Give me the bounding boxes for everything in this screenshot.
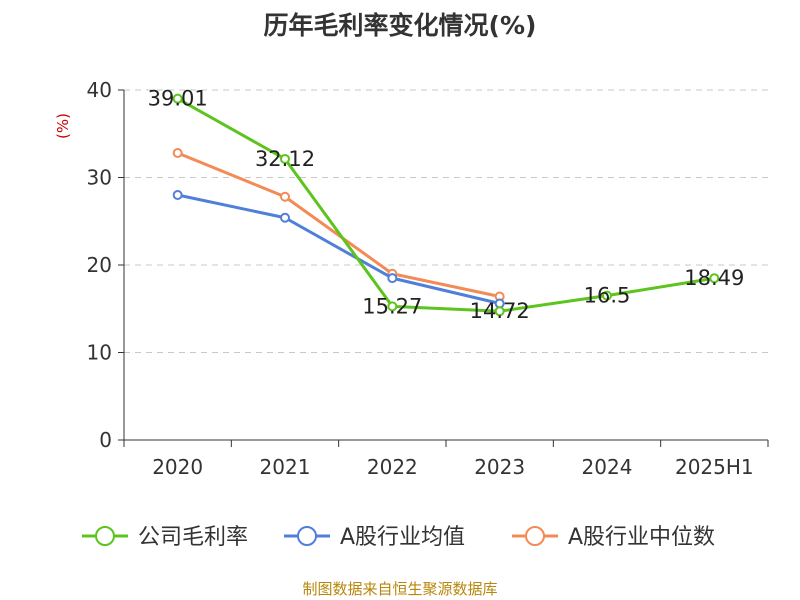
data-labels: 39.01 32.12 15.27 14.72 16.5 18.49 — [148, 87, 745, 324]
data-point — [387, 273, 398, 284]
data-label: 39.01 — [148, 87, 208, 111]
data-point — [709, 273, 720, 284]
x-tick-label: 2024 — [582, 455, 633, 479]
y-axis-label: (%) — [54, 113, 72, 139]
x-tick-label: 2023 — [474, 455, 525, 479]
y-tick-label: 10 — [87, 341, 112, 365]
legend-swatch-marker — [95, 526, 115, 546]
data-point — [172, 148, 183, 158]
data-point — [280, 153, 290, 164]
legend-label: A股行业中位数 — [568, 525, 715, 550]
data-point — [172, 190, 183, 200]
data-label: 18.49 — [684, 266, 744, 290]
data-point — [172, 93, 183, 104]
y-tick-label: 20 — [87, 253, 112, 277]
x-tick-label: 2025H1 — [675, 455, 754, 479]
grid-lines — [124, 89, 768, 353]
legend: 公司毛利率 A股行业均值 A股行业中位数 — [82, 525, 715, 550]
axes: 0 10 20 30 40 2020 2021 2022 2023 2024 2025H1 (%) — [54, 78, 769, 479]
data-label: 16.5 — [584, 284, 631, 308]
data-label: 14.72 — [470, 299, 530, 323]
legend-item[interactable]: 公司毛利率 — [82, 525, 248, 550]
legend-item[interactable]: A股行业均值 — [284, 525, 465, 550]
data-source-note: 制图数据来自恒生聚源数据库 — [302, 580, 498, 598]
legend-swatch-marker — [525, 526, 545, 546]
data-point — [494, 306, 505, 317]
legend-label: 公司毛利率 — [138, 525, 248, 550]
data-point — [387, 301, 398, 312]
series-line — [177, 193, 501, 305]
chart-title: 历年毛利率变化情况(%) — [263, 11, 537, 40]
series-line — [177, 151, 500, 298]
x-tick-label: 2021 — [260, 455, 311, 479]
data-label: 32.12 — [255, 147, 315, 171]
legend-item[interactable]: A股行业中位数 — [512, 525, 715, 550]
x-tick-label: 2022 — [367, 455, 418, 479]
series-lines — [172, 93, 720, 317]
data-point — [602, 290, 612, 301]
y-tick-label: 0 — [99, 428, 112, 452]
legend-swatch-marker — [297, 526, 317, 546]
series-line — [176, 97, 715, 313]
legend-label: A股行业均值 — [340, 525, 465, 550]
data-point — [280, 212, 290, 223]
x-tick-label: 2020 — [152, 455, 203, 479]
y-tick-label: 40 — [87, 78, 112, 102]
data-point — [280, 191, 290, 202]
y-tick-label: 30 — [87, 166, 112, 190]
data-label: 15.27 — [362, 294, 422, 318]
